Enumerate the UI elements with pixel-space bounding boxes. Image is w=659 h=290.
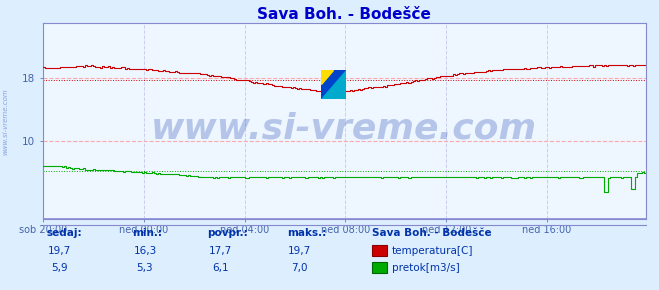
Text: sedaj:: sedaj:: [46, 228, 82, 238]
Polygon shape: [321, 70, 346, 99]
Text: 16,3: 16,3: [133, 246, 157, 256]
Title: Sava Boh. - Bodešče: Sava Boh. - Bodešče: [258, 7, 431, 22]
Text: www.si-vreme.com: www.si-vreme.com: [2, 88, 9, 155]
Text: 17,7: 17,7: [209, 246, 233, 256]
Text: 19,7: 19,7: [288, 246, 312, 256]
Polygon shape: [321, 70, 346, 99]
Text: www.si-vreme.com: www.si-vreme.com: [152, 112, 537, 146]
Text: min.:: min.:: [132, 228, 162, 238]
Text: 19,7: 19,7: [47, 246, 71, 256]
Text: povpr.:: povpr.:: [208, 228, 248, 238]
Text: 7,0: 7,0: [291, 263, 308, 273]
Text: 6,1: 6,1: [212, 263, 229, 273]
Text: maks.:: maks.:: [287, 228, 326, 238]
Text: 5,9: 5,9: [51, 263, 68, 273]
Text: Sava Boh. - Bodešče: Sava Boh. - Bodešče: [372, 228, 492, 238]
Text: temperatura[C]: temperatura[C]: [392, 246, 474, 256]
Text: 5,3: 5,3: [136, 263, 154, 273]
Polygon shape: [321, 70, 333, 84]
Text: pretok[m3/s]: pretok[m3/s]: [392, 263, 460, 273]
